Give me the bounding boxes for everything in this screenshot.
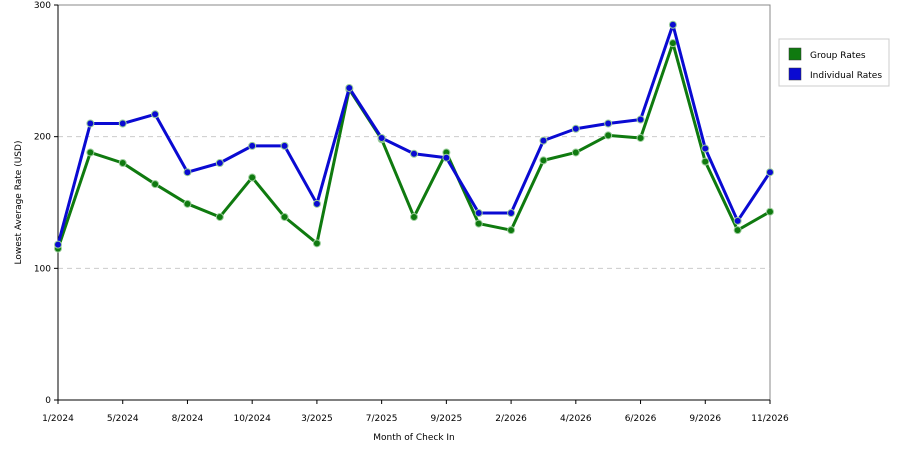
- data-point: [766, 207, 774, 216]
- data-point: [539, 136, 548, 145]
- data-point: [701, 144, 710, 153]
- data-point: [248, 141, 257, 150]
- data-point: [377, 133, 386, 142]
- x-tick-label: 5/2024: [107, 414, 139, 424]
- legend-label: Group Rates: [810, 51, 866, 61]
- data-point: [312, 239, 321, 248]
- data-point: [474, 209, 483, 218]
- data-point: [636, 133, 645, 142]
- data-point: [280, 212, 289, 221]
- data-point: [668, 39, 677, 48]
- data-point: [280, 141, 289, 150]
- x-tick-label: 11/2026: [751, 414, 789, 424]
- data-point: [668, 20, 677, 29]
- plot-area: [57, 4, 771, 401]
- data-point: [345, 83, 354, 92]
- x-axis-label: Month of Check In: [373, 433, 455, 443]
- x-tick-label: 7/2025: [366, 414, 398, 424]
- y-axis-label: Lowest Average Rate (USD): [14, 141, 24, 265]
- data-point: [183, 199, 192, 208]
- data-point: [54, 240, 62, 249]
- x-tick-label: 9/2026: [689, 414, 721, 424]
- data-point: [410, 149, 418, 158]
- data-point: [701, 157, 710, 166]
- data-point: [636, 115, 645, 124]
- legend-swatch: [788, 67, 802, 81]
- data-point: [604, 119, 613, 128]
- data-point: [474, 219, 483, 228]
- data-point: [507, 209, 516, 218]
- data-point: [733, 226, 742, 235]
- data-point: [507, 226, 516, 235]
- data-point: [151, 110, 160, 119]
- data-point: [571, 124, 580, 133]
- data-point: [118, 159, 127, 167]
- data-point: [766, 168, 774, 177]
- x-tick-label: 1/2024: [42, 414, 74, 424]
- y-tick-label: 200: [34, 133, 51, 143]
- x-tick-label: 3/2025: [301, 414, 333, 424]
- x-tick-label: 8/2024: [172, 414, 204, 424]
- x-tick-label: 4/2026: [560, 414, 592, 424]
- data-point: [539, 156, 548, 165]
- data-point: [733, 216, 742, 225]
- data-point: [86, 148, 95, 157]
- y-tick-label: 300: [34, 1, 51, 11]
- y-tick-label: 0: [45, 396, 51, 406]
- data-point: [151, 180, 160, 189]
- x-tick-label: 6/2026: [625, 414, 657, 424]
- data-point: [604, 131, 613, 140]
- x-tick-label: 9/2025: [431, 414, 463, 424]
- data-point: [312, 199, 321, 208]
- x-tick-label: 10/2024: [233, 414, 271, 424]
- x-tick-label: 2/2026: [495, 414, 527, 424]
- data-point: [442, 153, 451, 162]
- data-point: [86, 119, 95, 128]
- data-point: [215, 212, 224, 221]
- legend-swatch: [788, 47, 802, 61]
- data-point: [183, 168, 192, 177]
- data-point: [571, 148, 580, 157]
- legend-label: Individual Rates: [810, 71, 882, 81]
- legend-box: [778, 38, 890, 87]
- data-point: [118, 119, 127, 128]
- data-point: [215, 159, 224, 167]
- data-point: [410, 212, 418, 221]
- data-point: [248, 173, 257, 182]
- y-tick-label: 100: [34, 264, 51, 274]
